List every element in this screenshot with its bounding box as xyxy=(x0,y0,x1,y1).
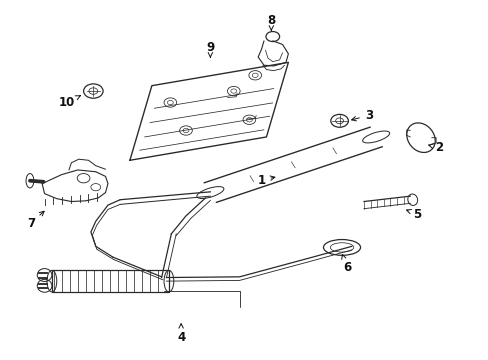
Text: 4: 4 xyxy=(177,324,185,343)
Text: 1: 1 xyxy=(257,174,274,186)
Text: 9: 9 xyxy=(206,41,214,57)
Text: 10: 10 xyxy=(58,96,80,109)
Text: 8: 8 xyxy=(266,14,275,30)
Text: 3: 3 xyxy=(351,109,372,122)
Text: 6: 6 xyxy=(341,255,350,274)
Text: 7: 7 xyxy=(27,211,44,230)
Text: 2: 2 xyxy=(428,141,443,154)
Text: 5: 5 xyxy=(406,208,421,221)
